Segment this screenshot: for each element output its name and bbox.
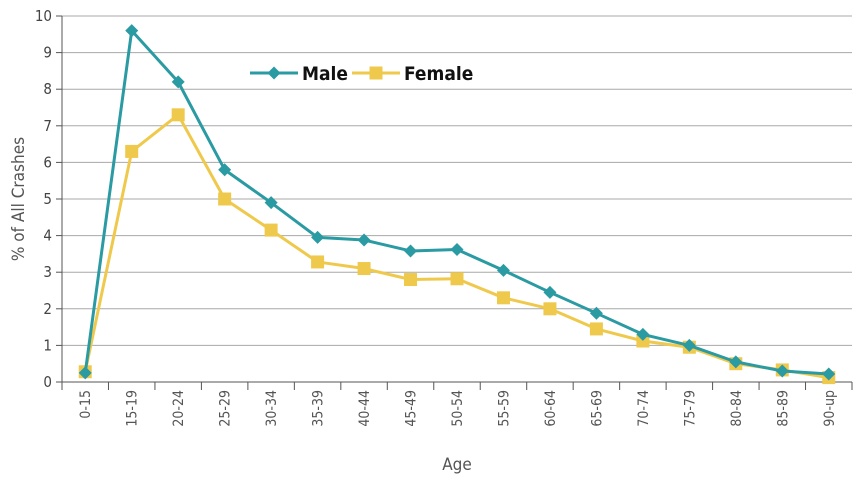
x-tick-label: 80-84	[729, 390, 745, 427]
male-point	[311, 230, 325, 244]
gridlines	[62, 15, 852, 346]
male-point	[729, 355, 743, 369]
legend-marker-female	[369, 66, 383, 80]
legend-label-male: Male	[302, 63, 348, 85]
y-tick-label: 9	[43, 44, 52, 62]
female-point	[450, 272, 464, 286]
x-tick-label: 65-69	[589, 390, 605, 427]
x-tick-label: 0-15	[78, 390, 94, 419]
y-tick-label: 10	[35, 7, 52, 25]
female-point	[218, 192, 232, 206]
y-tick-label: 7	[43, 117, 52, 135]
legend: Male Female	[250, 63, 473, 85]
y-tick-label: 2	[43, 300, 52, 318]
y-tick-label: 6	[43, 153, 52, 171]
x-tick-label: 50-54	[450, 390, 466, 427]
x-tick-label: 90-up	[822, 390, 838, 427]
y-axis-title: % of All Crashes	[9, 137, 29, 261]
female-point	[636, 334, 650, 348]
male-point	[589, 306, 603, 320]
male-point	[682, 338, 696, 352]
x-tick-label: 45-49	[404, 390, 420, 427]
legend-marker-male	[267, 66, 281, 80]
female-point	[589, 322, 603, 336]
y-tick-label: 0	[43, 373, 52, 391]
legend-item-female: Female	[352, 63, 473, 85]
female-point	[125, 144, 139, 158]
female-point	[264, 223, 278, 237]
female-point	[357, 262, 371, 276]
x-tick-label: 15-19	[125, 390, 141, 427]
legend-label-female: Female	[404, 63, 473, 85]
male-point	[78, 366, 92, 380]
female-point	[171, 108, 185, 122]
y-tick-label: 3	[43, 263, 52, 281]
legend-item-male: Male	[250, 63, 348, 85]
male-point	[496, 263, 510, 277]
x-tick-label: 40-44	[357, 390, 373, 427]
male-point	[218, 163, 232, 177]
axes	[56, 15, 853, 390]
male-point	[264, 196, 278, 210]
male-point	[636, 327, 650, 341]
y-tick-label: 5	[43, 190, 52, 208]
x-tick-label: 30-34	[264, 390, 280, 427]
series-male	[78, 24, 836, 381]
female-point	[543, 302, 557, 316]
male-point	[404, 244, 418, 258]
x-tick-label: 20-24	[171, 390, 187, 427]
series-lines	[78, 24, 836, 385]
x-tick-labels: 0-15 15-19 20-24 25-29 30-34 35-39 40-44 45-49 5…	[78, 390, 838, 427]
female-point	[311, 255, 325, 269]
y-tick-label: 8	[43, 80, 52, 98]
y-tick-labels: 0 1 2 3 4 5 6 7 8 9 10	[35, 7, 52, 391]
y-tick-label: 4	[43, 227, 52, 245]
male-point	[822, 367, 836, 381]
x-tick-label: 85-89	[775, 390, 791, 427]
male-point	[775, 364, 789, 378]
x-tick-label: 60-64	[543, 390, 559, 427]
female-point	[404, 273, 418, 287]
x-tick-label: 75-79	[682, 390, 698, 427]
x-tick-label: 55-59	[496, 390, 512, 427]
male-point	[450, 243, 464, 257]
x-axis-title: Age	[442, 455, 472, 475]
male-point	[125, 24, 139, 38]
x-tick-label: 25-29	[218, 390, 234, 427]
x-tick-label: 70-74	[636, 390, 652, 427]
male-point	[171, 75, 185, 89]
female-point	[496, 291, 510, 305]
y-tick-label: 1	[43, 336, 52, 354]
male-point	[543, 285, 557, 299]
male-point	[357, 233, 371, 247]
x-tick-label: 35-39	[311, 390, 327, 427]
